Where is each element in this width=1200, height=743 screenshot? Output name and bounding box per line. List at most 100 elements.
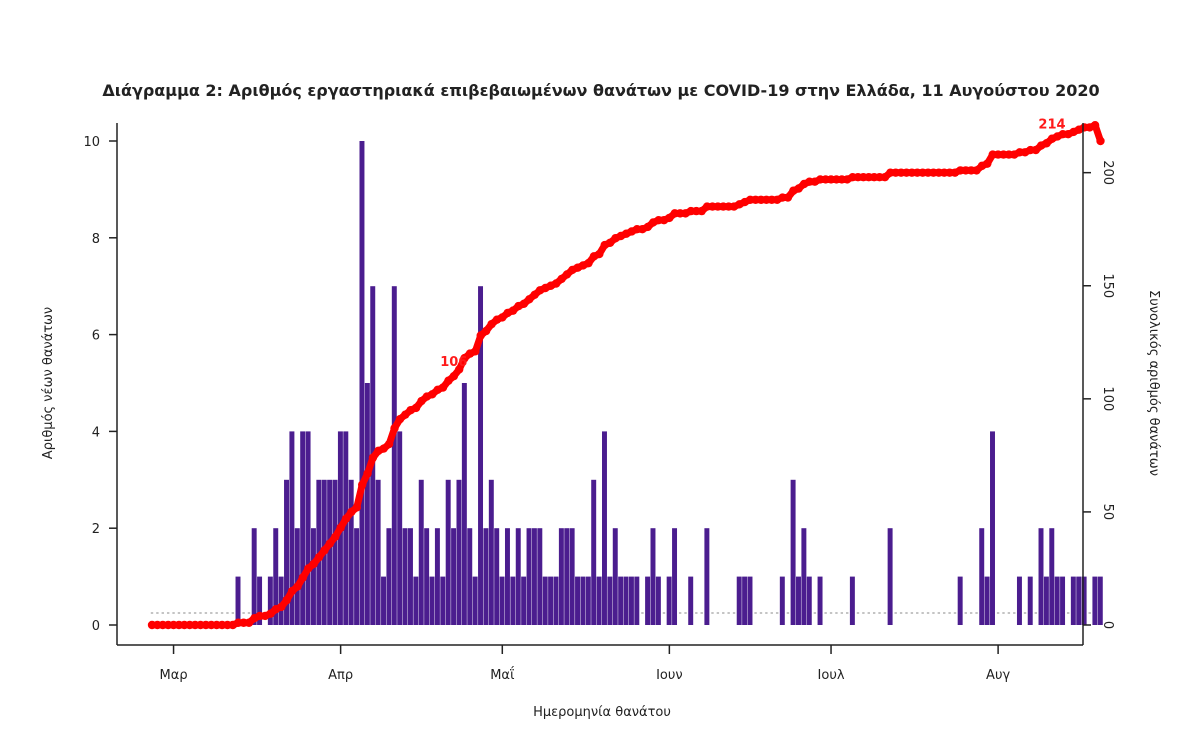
bar [742,576,748,625]
cumulative-point [314,552,324,562]
cumulative-point [390,424,399,433]
bar [267,576,273,625]
bar [521,576,527,625]
bar [391,286,397,625]
cumulative-point [277,602,286,612]
bar [461,383,467,625]
y-axis-ticks: 0 2 4 6 8 10 [83,135,117,634]
annotation-label: 106 [440,355,467,370]
cumulative-point [481,326,491,336]
x-tick-label: Ιουλ [818,668,845,683]
bar [779,576,785,625]
cumulative-point [438,383,448,392]
bar [445,479,451,625]
bar [305,431,311,625]
y2-tick-label: 150 [1100,273,1115,298]
bar [273,528,279,625]
cumulative-point [336,523,345,532]
bar [580,576,586,625]
bar [849,576,855,625]
bar [354,528,360,625]
bar [1097,576,1103,625]
cumulative-point [1096,136,1105,146]
bar [688,576,694,625]
bar [591,479,597,625]
bar [451,528,457,625]
bar [634,576,640,625]
bar [602,431,607,625]
x-axis-ticks: Μαρ Απρ Μαΐ Ιουν Ιουλ Αυγ [160,645,1010,683]
cumulative-point [293,582,302,591]
bar [607,576,613,625]
bar [984,576,990,625]
plot-area [147,120,1105,630]
chart-title: Διάγραμμα 2: Αριθμός εργαστηριακά επιβεβ… [102,81,1099,100]
bar [704,528,710,625]
bar [327,479,333,625]
bar [1054,576,1060,625]
bar [488,479,494,625]
y-tick-label: 6 [92,329,100,344]
bar [294,528,300,625]
bar [801,528,807,625]
y2-axis-ticks: 0 50 100 150 200 [1083,160,1115,629]
bar [472,576,478,625]
bar [1070,576,1076,625]
bar [645,576,651,625]
cumulative-point [368,453,378,462]
y2-tick-label: 0 [1100,621,1115,629]
bar [1016,576,1022,625]
bar [1043,576,1049,625]
y-tick-label: 4 [92,425,100,440]
bar [736,576,742,625]
bar [407,528,413,625]
x-tick-label: Μαρ [160,668,188,683]
bar [558,528,564,625]
cumulative-point [983,159,992,168]
bar [483,528,489,625]
cumulative-point [320,546,329,555]
bar [440,576,446,625]
bar [343,431,349,625]
bar [499,576,505,625]
bar [402,528,408,625]
bar [467,528,473,625]
bar [526,528,532,625]
bar [418,479,424,625]
bar [504,528,510,625]
bar [575,576,581,625]
bar [332,479,338,625]
bar [747,576,753,625]
bar [1060,576,1066,625]
y2-tick-label: 100 [1100,386,1115,411]
cumulative-point [1090,120,1100,130]
cumulative-point [309,559,318,569]
bar [887,528,893,625]
bar [386,528,392,625]
bar [796,576,801,625]
bar [537,528,543,625]
bar [548,576,554,625]
y2-tick-label: 50 [1100,504,1115,521]
x-axis-label: Ημερομηνία θανάτου [533,705,671,720]
y2-tick-label: 200 [1100,160,1115,185]
cumulative-point [471,347,480,356]
bar [510,576,516,625]
bar [310,528,316,625]
bar [569,528,575,625]
x-tick-label: Ιουν [656,668,683,683]
bar [990,431,995,625]
bar [666,576,672,625]
bar [1081,576,1087,625]
bar [612,528,618,625]
cumulative-point [341,514,351,523]
bar [434,528,440,625]
bar [596,576,602,625]
cumulative-point [325,539,335,548]
bar [1038,528,1044,625]
bar [1049,528,1055,625]
bar [628,576,634,625]
x-tick-label: Απρ [328,668,353,683]
cumulative-point [331,532,340,541]
bar [650,528,656,625]
